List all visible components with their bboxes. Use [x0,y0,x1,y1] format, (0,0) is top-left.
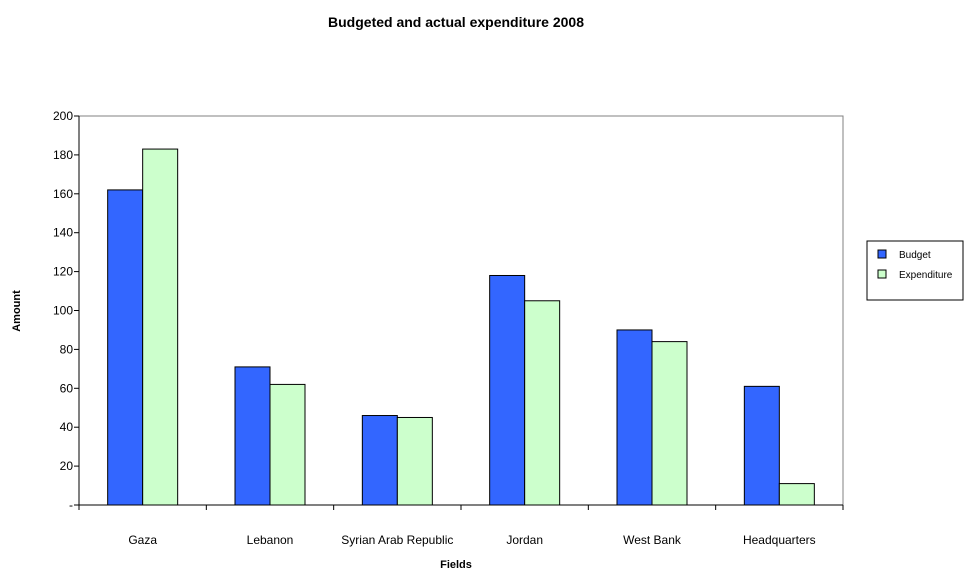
x-tick-label: West Bank [623,533,682,547]
x-tick-label: Jordan [506,533,543,547]
bar-budget-syrian-arab-republic [361,415,398,506]
y-tick-label: 120 [53,265,73,279]
legend-label-expenditure: Expenditure [899,270,953,281]
y-tick-label: 140 [53,226,73,240]
legend-swatch-expenditure [877,269,887,279]
y-tick-label: - [69,498,73,512]
y-tick-label: 40 [60,420,74,434]
y-tick-label: 100 [53,304,73,318]
x-tick-label: Headquarters [743,533,816,547]
bar-budget-lebanon [234,366,271,506]
chart-title: Budgeted and actual expenditure 2008 [328,14,584,30]
y-axis-title: Amount [11,290,23,332]
y-tick-label: 60 [60,381,74,395]
legend-swatch-budget [877,249,887,259]
bars-group [107,148,815,506]
y-tick-label: 160 [53,187,73,201]
x-tick-label: Syrian Arab Republic [341,533,453,547]
bar-budget-jordan [489,274,526,506]
plot-area [78,115,844,506]
bar-budget-west-bank [616,329,653,506]
bar-expenditure-syrian-arab-republic [396,416,433,506]
x-axis-title: Fields [440,559,472,569]
bar-expenditure-jordan [524,300,561,506]
y-tick-label: 200 [53,109,73,123]
x-tick-label: Lebanon [247,533,294,547]
bar-expenditure-headquarters [778,483,815,506]
bar-expenditure-west-bank [651,341,688,506]
y-tick-label: 180 [53,148,73,162]
y-tick-label: 20 [60,459,74,473]
bar-budget-gaza [107,189,144,506]
y-axis-ticks: - 20 40 60 80 100 120 140 160 180 200 [53,109,79,512]
bar-budget-headquarters [743,385,780,506]
legend: Budget Expenditure [866,240,964,301]
x-axis-ticks: Gaza Lebanon Syrian Arab Republic Jordan Wes… [78,505,844,547]
x-tick-label: Gaza [128,533,157,547]
legend-label-budget: Budget [899,250,931,261]
bar-expenditure-gaza [142,148,179,506]
y-tick-label: 80 [60,342,74,356]
bar-expenditure-lebanon [269,383,306,506]
